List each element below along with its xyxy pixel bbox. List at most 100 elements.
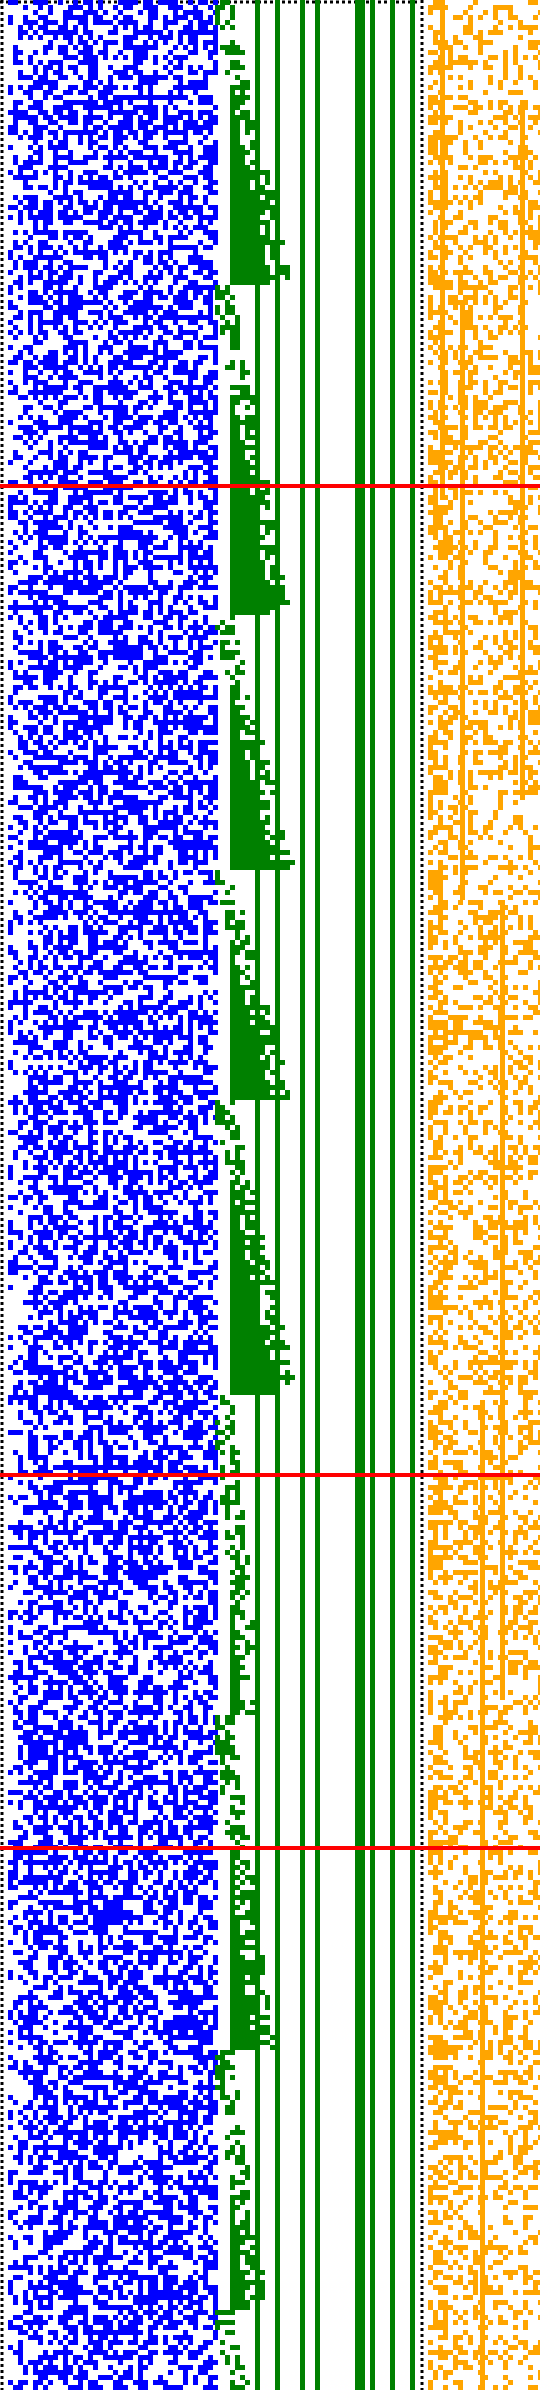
noise-cell bbox=[63, 700, 68, 705]
noise-cell bbox=[193, 375, 198, 380]
noise-cell bbox=[168, 865, 173, 870]
noise-cell bbox=[138, 80, 143, 85]
noise-cell bbox=[108, 225, 113, 230]
noise-cell bbox=[203, 620, 208, 625]
noise-cell bbox=[163, 940, 168, 945]
noise-cell bbox=[133, 665, 138, 670]
noise-cell bbox=[18, 920, 23, 925]
noise-cell bbox=[103, 210, 108, 215]
noise-cell bbox=[193, 260, 198, 265]
noise-cell bbox=[153, 720, 158, 725]
noise-cell bbox=[113, 770, 118, 775]
noise-cell bbox=[48, 1015, 53, 1020]
noise-cell bbox=[128, 1075, 133, 1080]
noise-cell bbox=[163, 160, 168, 165]
noise-cell bbox=[78, 720, 83, 725]
noise-cell bbox=[98, 90, 103, 95]
noise-cell bbox=[178, 510, 183, 515]
noise-cell bbox=[58, 1055, 63, 1060]
noise-cell bbox=[73, 820, 78, 825]
noise-cell bbox=[143, 1065, 148, 1070]
noise-cell bbox=[178, 55, 183, 60]
noise-cell bbox=[93, 615, 98, 620]
noise-cell bbox=[98, 95, 103, 100]
noise-cell bbox=[53, 60, 58, 65]
noise-cell bbox=[58, 905, 63, 910]
noise-cell bbox=[128, 830, 133, 835]
noise-cell bbox=[123, 75, 128, 80]
noise-cell bbox=[53, 845, 58, 850]
noise-cell bbox=[43, 390, 48, 395]
noise-cell bbox=[8, 605, 13, 610]
noise-cell bbox=[173, 170, 178, 175]
noise-cell bbox=[113, 795, 118, 800]
noise-cell bbox=[208, 845, 213, 850]
noise-cell bbox=[153, 1050, 158, 1055]
noise-cell bbox=[38, 85, 43, 90]
noise-cell bbox=[168, 270, 173, 275]
noise-cell bbox=[73, 310, 78, 315]
noise-cell bbox=[138, 765, 143, 770]
noise-cell bbox=[118, 805, 123, 810]
noise-cell bbox=[58, 770, 63, 775]
noise-cell bbox=[148, 0, 153, 5]
noise-cell bbox=[113, 560, 118, 565]
noise-cell bbox=[53, 875, 58, 880]
noise-cell bbox=[58, 415, 63, 420]
noise-cell bbox=[188, 690, 193, 695]
noise-cell bbox=[208, 215, 213, 220]
noise-cell bbox=[113, 1065, 118, 1070]
noise-cell bbox=[68, 10, 73, 15]
noise-cell bbox=[108, 245, 113, 250]
noise-cell bbox=[158, 630, 163, 635]
noise-cell bbox=[98, 290, 103, 295]
noise-cell bbox=[18, 435, 23, 440]
noise-cell bbox=[118, 710, 123, 715]
noise-cell bbox=[128, 1085, 133, 1090]
noise-cell bbox=[8, 205, 13, 210]
noise-cell bbox=[143, 55, 148, 60]
noise-cell bbox=[18, 970, 23, 975]
noise-cell bbox=[103, 930, 108, 935]
noise-cell bbox=[188, 740, 193, 745]
noise-cell bbox=[148, 520, 153, 525]
noise-cell bbox=[138, 755, 143, 760]
noise-cell bbox=[28, 430, 33, 435]
noise-cell bbox=[63, 20, 68, 25]
noise-cell bbox=[178, 570, 183, 575]
noise-cell bbox=[188, 845, 193, 850]
noise-cell bbox=[143, 970, 148, 975]
noise-cell bbox=[158, 395, 163, 400]
noise-cell bbox=[68, 955, 73, 960]
noise-cell bbox=[158, 940, 163, 945]
noise-cell bbox=[143, 430, 148, 435]
noise-cell bbox=[103, 500, 108, 505]
noise-cell bbox=[198, 1040, 203, 1045]
noise-cell bbox=[203, 1065, 208, 1070]
noise-cell bbox=[123, 585, 128, 590]
noise-cell bbox=[183, 725, 188, 730]
noise-cell bbox=[153, 210, 158, 215]
noise-cell bbox=[108, 115, 113, 120]
noise-cell bbox=[158, 680, 163, 685]
noise-cell bbox=[188, 830, 193, 835]
noise-cell bbox=[43, 1085, 48, 1090]
noise-cell bbox=[88, 625, 93, 630]
noise-cell bbox=[8, 360, 13, 365]
noise-cell bbox=[188, 1125, 193, 1130]
noise-cell bbox=[23, 180, 28, 185]
noise-cell bbox=[13, 955, 18, 960]
noise-cell bbox=[38, 845, 43, 850]
noise-cell bbox=[188, 780, 193, 785]
noise-cell bbox=[148, 135, 153, 140]
noise-cell bbox=[208, 165, 213, 170]
noise-cell bbox=[13, 510, 18, 515]
noise-cell bbox=[128, 125, 133, 130]
noise-cell bbox=[93, 940, 98, 945]
noise-cell bbox=[108, 515, 113, 520]
noise-cell bbox=[208, 180, 213, 185]
noise-cell bbox=[178, 735, 183, 740]
noise-cell bbox=[118, 780, 123, 785]
noise-cell bbox=[158, 950, 163, 955]
noise-cell bbox=[183, 330, 188, 335]
